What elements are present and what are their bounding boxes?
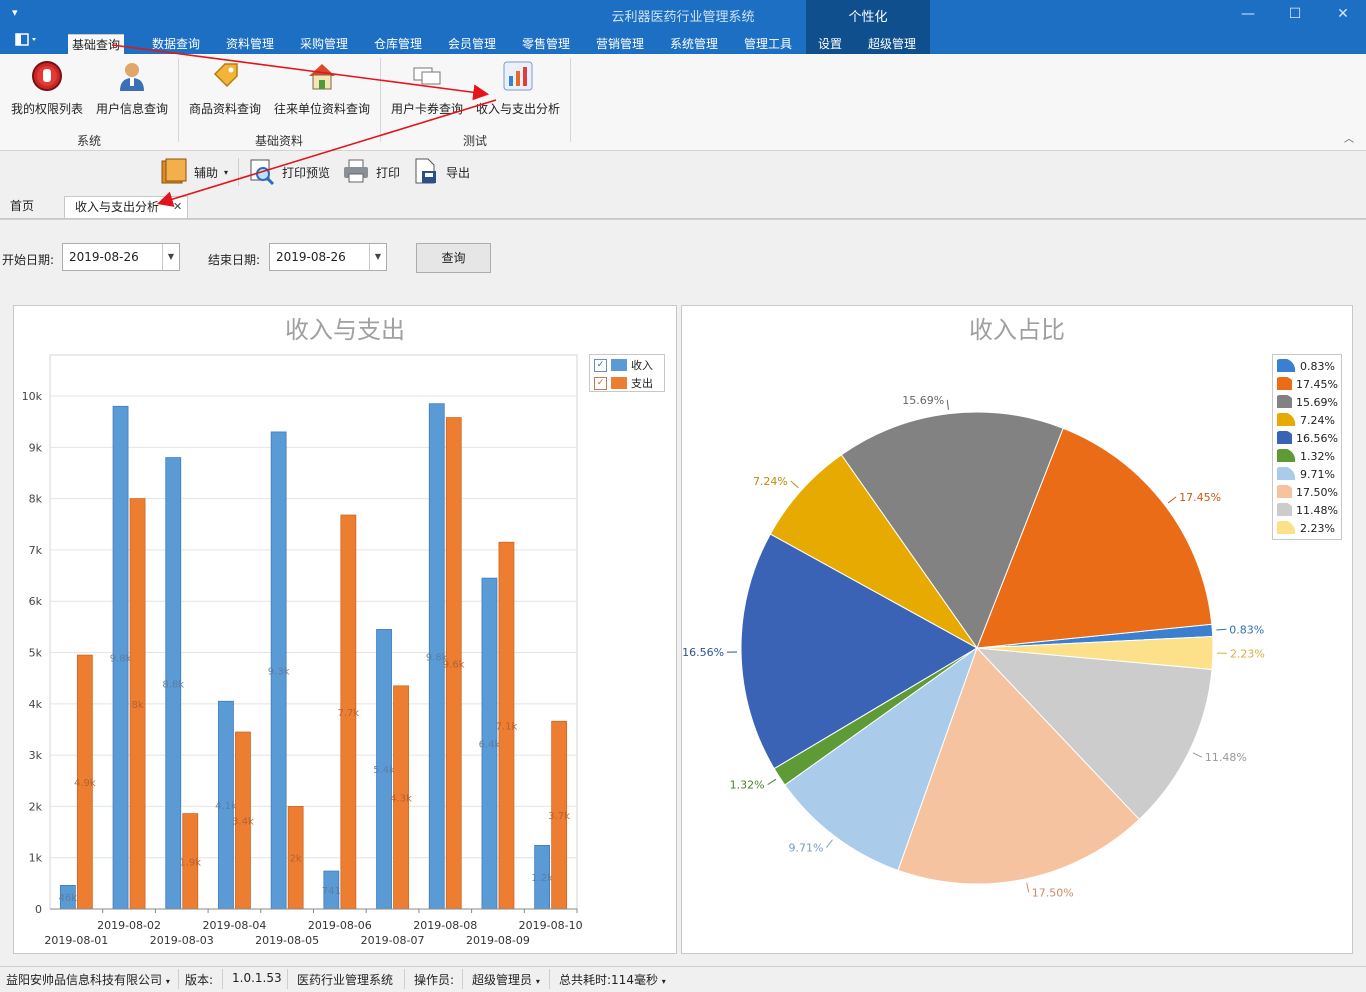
pie-leader-line xyxy=(1193,753,1202,757)
pie-legend-swatch xyxy=(1276,521,1296,535)
version-value: 1.0.1.53 xyxy=(232,971,282,985)
pie-legend-label: 1.32% xyxy=(1300,450,1335,463)
pie-legend-item[interactable]: 11.48% xyxy=(1276,501,1338,519)
operator-label: 操作员: xyxy=(414,971,454,988)
operator-name: 超级管理员 xyxy=(472,973,532,987)
pie-legend-swatch xyxy=(1276,449,1296,463)
pie-legend-label: 16.56% xyxy=(1296,432,1338,445)
pie-leader-line xyxy=(791,481,798,488)
pie-legend-item[interactable]: 0.83% xyxy=(1276,357,1338,375)
pie-legend-swatch xyxy=(1276,485,1292,499)
pie-data-label: 17.45% xyxy=(1179,491,1221,504)
pie-chart: 0.83% 17.45% 15.69% 7.24% 16.56% 1.32% 9.71% 17… xyxy=(0,0,1366,960)
pie-leader-line xyxy=(1027,883,1029,893)
pie-legend-item[interactable]: 16.56% xyxy=(1276,429,1338,447)
pie-leader-line xyxy=(826,840,832,848)
pie-data-label: 2.23% xyxy=(1230,647,1265,660)
pie-legend-label: 2.23% xyxy=(1300,522,1335,535)
pie-data-label: 15.69% xyxy=(902,394,944,407)
pie-legend-label: 15.69% xyxy=(1296,396,1338,409)
pie-legend-swatch xyxy=(1276,503,1292,517)
pie-legend-item[interactable]: 15.69% xyxy=(1276,393,1338,411)
status-separator xyxy=(404,969,405,989)
pie-legend-label: 7.24% xyxy=(1300,414,1335,427)
status-separator xyxy=(462,969,463,989)
pie-legend-swatch xyxy=(1276,377,1292,391)
pie-legend-item[interactable]: 17.45% xyxy=(1276,375,1338,393)
pie-data-label: 16.56% xyxy=(682,646,724,659)
pie-leader-line xyxy=(947,400,948,410)
elapsed-time[interactable]: 总共耗时:114毫秒 ▾ xyxy=(559,971,666,988)
dropdown-arrow-icon: ▾ xyxy=(166,977,170,986)
pie-legend-swatch xyxy=(1276,467,1296,481)
pie-legend-item[interactable]: 9.71% xyxy=(1276,465,1338,483)
pie-data-label: 0.83% xyxy=(1229,623,1264,636)
elapsed-label: 总共耗时:114毫秒 xyxy=(559,973,658,987)
pie-data-label: 1.32% xyxy=(730,779,765,792)
status-separator xyxy=(549,969,550,989)
operator-value[interactable]: 超级管理员 ▾ xyxy=(472,971,540,988)
dropdown-arrow-icon: ▾ xyxy=(662,977,666,986)
pie-data-label: 7.24% xyxy=(753,475,788,488)
pie-legend-label: 9.71% xyxy=(1300,468,1335,481)
pie-legend-swatch xyxy=(1276,413,1296,427)
system-name: 医药行业管理系统 xyxy=(297,971,393,988)
pie-data-label: 9.71% xyxy=(789,842,824,855)
company-label: 益阳安帅品信息科技有限公司 xyxy=(6,973,162,987)
status-separator xyxy=(287,969,288,989)
pie-legend-label: 11.48% xyxy=(1296,504,1338,517)
pie-legend-label: 17.45% xyxy=(1296,378,1338,391)
status-separator xyxy=(178,969,179,989)
pie-legend-item[interactable]: 2.23% xyxy=(1276,519,1338,537)
pie-legend-item[interactable]: 17.50% xyxy=(1276,483,1338,501)
pie-legend-item[interactable]: 1.32% xyxy=(1276,447,1338,465)
pie-leader-line xyxy=(1168,497,1176,503)
company-name[interactable]: 益阳安帅品信息科技有限公司 ▾ xyxy=(6,971,170,988)
dropdown-arrow-icon: ▾ xyxy=(536,977,540,986)
pie-legend-label: 0.83% xyxy=(1300,360,1335,373)
pie-data-label: 17.50% xyxy=(1032,887,1074,900)
version-label: 版本: xyxy=(185,971,213,988)
pie-legend-item[interactable]: 7.24% xyxy=(1276,411,1338,429)
pie-chart-legend: 0.83% 17.45% 15.69% 7.24% 16.56% 1.32% 9.71% 17… xyxy=(1272,354,1342,540)
pie-legend-swatch xyxy=(1276,431,1292,445)
pie-legend-label: 17.50% xyxy=(1296,486,1338,499)
status-separator xyxy=(222,969,223,989)
pie-data-label: 11.48% xyxy=(1205,751,1247,764)
pie-leader-line xyxy=(768,779,776,784)
pie-leader-line xyxy=(1216,629,1226,630)
pie-legend-swatch xyxy=(1276,359,1296,373)
pie-legend-swatch xyxy=(1276,395,1292,409)
